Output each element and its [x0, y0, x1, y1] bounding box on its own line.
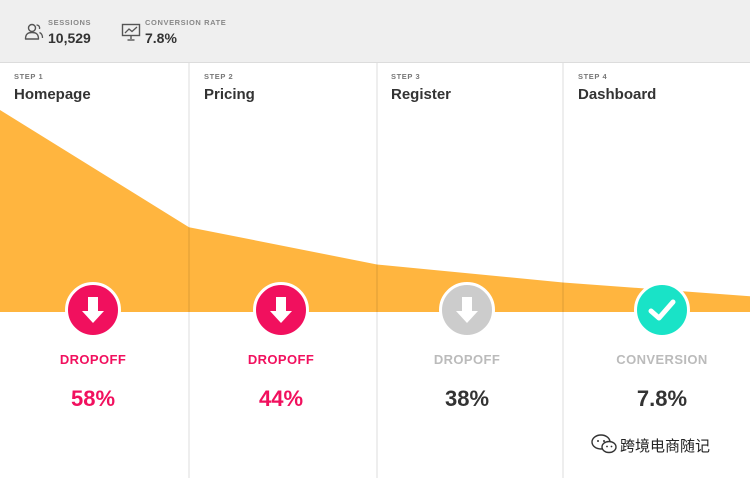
step-2-label: STEP 2 — [204, 72, 234, 81]
step-4-stat-value: 7.8% — [636, 386, 688, 411]
conversion-rate-value: 7.8% — [145, 30, 177, 46]
wechat-icon — [591, 434, 617, 454]
presentation-chart-icon — [121, 23, 141, 41]
sessions-metric: SESSIONS 10,529 — [24, 14, 114, 50]
step-3-label: STEP 3 — [391, 72, 421, 81]
sessions-value: 10,529 — [48, 30, 91, 46]
conversion-rate-label: CONVERSION RATE — [145, 18, 227, 27]
step-4-name: Dashboard — [578, 86, 657, 103]
step-2-stat-label: DROPOFF — [247, 352, 315, 367]
step-2-header: STEP 2 Pricing — [204, 62, 374, 112]
users-icon — [24, 23, 44, 40]
step-2-stat-value: 44% — [258, 386, 304, 411]
metrics-header: SESSIONS 10,529 CONVERSION RATE 7.8% — [0, 0, 750, 63]
step-4-label: STEP 4 — [578, 72, 608, 81]
step-3-header: STEP 3 Register — [391, 62, 561, 112]
step-2-name: Pricing — [204, 86, 255, 103]
watermark: 跨境电商随记 — [590, 432, 740, 458]
conversion-rate-metric: CONVERSION RATE 7.8% — [121, 14, 241, 50]
dropoff-badge — [439, 282, 495, 338]
step-3-stat-label: DROPOFF — [433, 352, 501, 367]
dropoff-badge — [65, 282, 121, 338]
step-1-header: STEP 1 Homepage — [14, 62, 184, 112]
conversion-badge — [634, 282, 690, 338]
step-1-stat-value: 58% — [70, 386, 116, 411]
step-1-label: STEP 1 — [14, 72, 44, 81]
watermark-text: 跨境电商随记 — [620, 438, 711, 455]
step-3-name: Register — [391, 86, 452, 103]
sessions-label: SESSIONS — [48, 18, 92, 27]
step-1-stat-label: DROPOFF — [59, 352, 127, 367]
step-3-stat-value: 38% — [444, 386, 490, 411]
arrow-down-icon — [270, 297, 292, 323]
arrow-down-icon — [456, 297, 478, 323]
check-icon — [648, 299, 676, 321]
step-4-stat-label: CONVERSION — [616, 352, 708, 367]
arrow-down-icon — [82, 297, 104, 323]
step-1-name: Homepage — [14, 86, 91, 103]
funnel-area — [0, 110, 750, 312]
step-4-header: STEP 4 Dashboard — [578, 62, 743, 112]
dropoff-badge — [253, 282, 309, 338]
